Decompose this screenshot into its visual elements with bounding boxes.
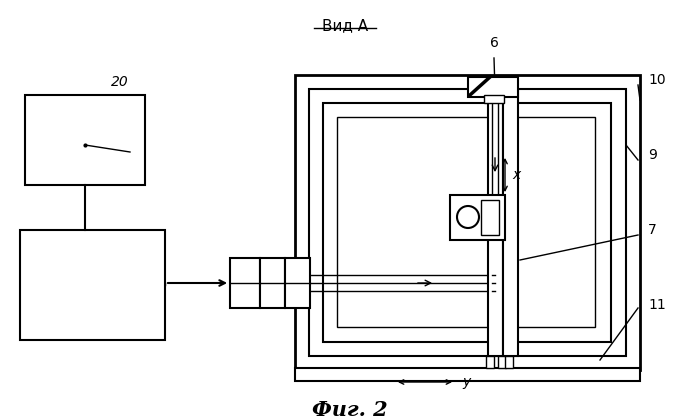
Bar — [486, 356, 494, 368]
Bar — [484, 95, 504, 103]
Bar — [450, 195, 505, 240]
Text: Вид А: Вид А — [322, 18, 368, 33]
Bar — [309, 89, 626, 356]
Bar — [505, 356, 513, 368]
Text: x: x — [512, 168, 520, 182]
Bar — [285, 258, 310, 308]
Bar — [230, 258, 260, 308]
Bar — [295, 75, 640, 370]
Bar — [25, 95, 145, 185]
Text: 6: 6 — [489, 36, 498, 50]
Bar — [337, 117, 595, 327]
Bar — [260, 258, 285, 308]
Bar — [481, 200, 499, 235]
Bar — [498, 356, 506, 368]
Text: y: y — [462, 375, 470, 389]
Text: 10: 10 — [648, 73, 666, 87]
Bar — [488, 89, 503, 356]
Text: 7: 7 — [648, 223, 657, 237]
Text: 20: 20 — [111, 75, 129, 89]
Bar — [468, 77, 518, 97]
Text: Фиг. 2: Фиг. 2 — [312, 400, 388, 417]
Bar — [323, 103, 611, 342]
Text: 9: 9 — [648, 148, 657, 162]
Bar — [20, 230, 165, 340]
Bar — [295, 368, 640, 381]
Bar — [503, 89, 518, 356]
Circle shape — [457, 206, 479, 228]
Text: 11: 11 — [648, 298, 666, 312]
